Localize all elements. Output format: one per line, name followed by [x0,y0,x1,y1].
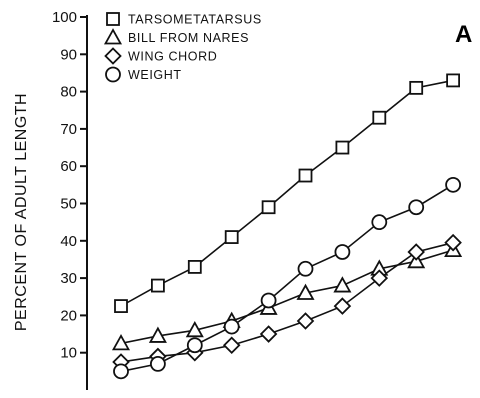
data-point-wing-chord [407,243,425,261]
data-point-tarsometatarsus [335,140,350,155]
data-point-wing-chord [296,312,315,330]
y-tick-label: 20 [60,307,77,324]
data-point-tarsometatarsus [261,200,276,215]
legend: TARSOMETATARSUS BILL FROM NARES WING CHORD… [103,12,262,83]
series-line-bill-from-nares [120,249,454,345]
axis-layer: 10 20 30 40 50 60 70 80 90 100 [52,9,88,390]
legend-label-weight: WEIGHT [128,68,182,82]
data-point-weight [297,260,314,277]
data-point-bill-from-nares [111,334,131,351]
data-point-tarsometatarsus [187,260,202,274]
y-tick-label: 80 [60,84,77,101]
series-layer [111,73,463,380]
series-line-wing-chord [120,241,454,363]
data-point-bill-from-nares [296,283,315,300]
series-line-weight [120,184,454,373]
data-point-tarsometatarsus [298,168,313,183]
data-point-wing-chord [370,269,389,287]
data-point-weight [445,176,462,193]
data-point-wing-chord [259,325,278,343]
y-tick-label: 60 [60,158,77,175]
data-point-weight [223,318,240,335]
y-tick-label: 50 [60,196,77,213]
data-point-wing-chord [333,297,352,315]
y-tick-label: 40 [60,233,77,250]
data-point-tarsometatarsus [114,299,128,313]
data-point-weight [149,355,166,372]
data-point-tarsometatarsus [409,80,424,95]
legend-marker-wing-chord [104,47,122,65]
legend-label-wing-chord: WING CHORD [128,50,217,64]
legend-marker-tarsometatarsus [106,12,120,26]
y-tick-label: 90 [60,46,77,63]
data-point-tarsometatarsus [372,110,387,125]
data-point-bill-from-nares [148,326,167,343]
data-point-bill-from-nares [185,320,204,338]
data-point-weight [334,244,351,260]
data-point-bill-from-nares [333,276,352,293]
data-point-weight [371,214,388,231]
data-point-tarsometatarsus [224,230,239,244]
data-point-wing-chord [222,336,241,355]
data-point-wing-chord [444,233,462,252]
data-point-weight [260,292,277,309]
y-tick-label: 30 [60,270,77,287]
legend-label-bill-from-nares: BILL FROM NARES [128,31,249,45]
y-axis-title: PERCENT OF ADULT LENGTH [13,93,30,331]
legend-marker-weight [105,66,121,83]
data-point-tarsometatarsus [150,278,165,293]
y-tick-label: 70 [60,121,77,138]
y-tick-label: 10 [60,345,77,362]
panel-label: A [455,21,472,48]
data-point-weight [408,199,425,216]
legend-label-tarsometatarsus: TARSOMETATARSUS [128,13,262,27]
y-tick-label: 100 [52,9,77,26]
data-point-weight [113,363,129,380]
series-line-tarsometatarsus [120,79,454,307]
data-point-weight [186,337,203,354]
data-point-tarsometatarsus [446,73,461,88]
legend-marker-bill-from-nares [103,28,123,45]
